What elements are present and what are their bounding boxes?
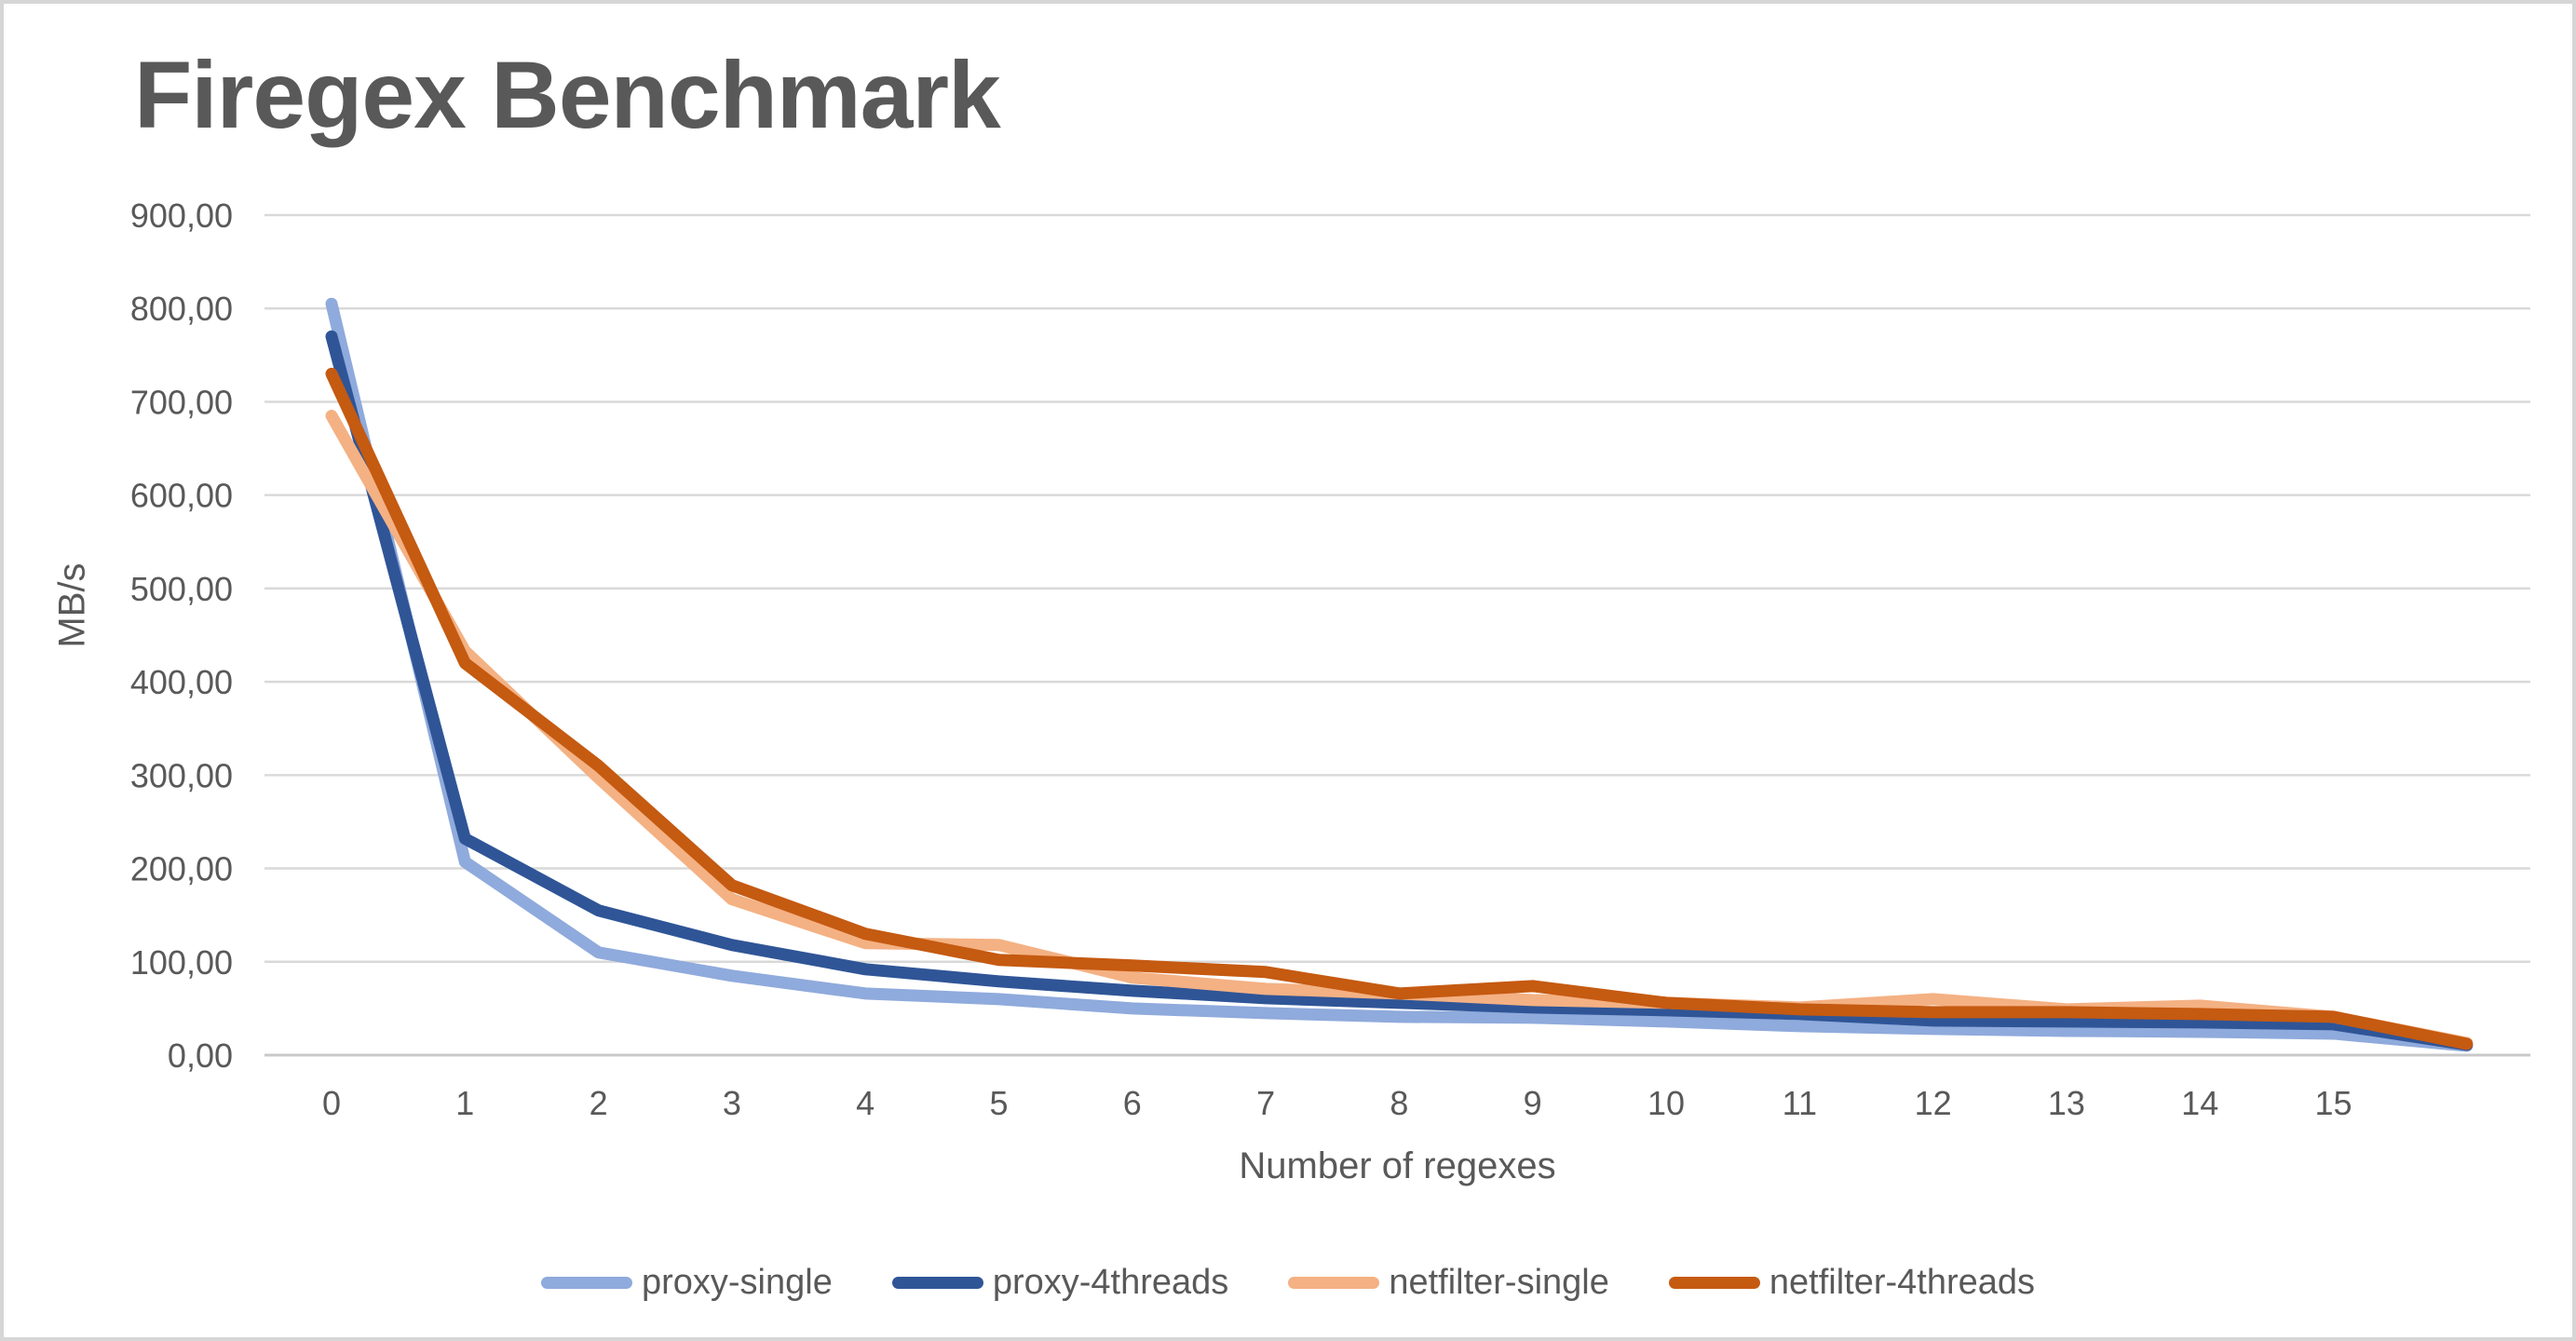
- x-tick-label: 5: [989, 1084, 1008, 1122]
- y-tick-label: 200,00: [130, 850, 233, 888]
- x-tick-label: 10: [1647, 1084, 1685, 1122]
- x-axis-title: Number of regexes: [1239, 1145, 1556, 1186]
- legend-swatch-proxy-4threads: [891, 1277, 983, 1289]
- x-tick-label: 13: [2048, 1084, 2085, 1122]
- y-tick-label: 300,00: [130, 756, 233, 794]
- legend-label-netfilter-4threads: netfilter-4threads: [1769, 1263, 2036, 1302]
- x-tick-label: 14: [2181, 1084, 2218, 1122]
- series-line-netfilter-4threads: [325, 367, 2474, 1050]
- y-tick-label: 900,00: [130, 196, 233, 235]
- plot-area: 0,00 100,00 200,00 300,00 400,00 500,00 600,00…: [130, 196, 2530, 1122]
- x-tick-label: 2: [590, 1084, 608, 1122]
- y-tick-label: 400,00: [130, 663, 233, 701]
- x-tick-label: 11: [1783, 1084, 1817, 1122]
- legend: proxy-single proxy-4threads netfilter-si…: [4, 1263, 2572, 1303]
- legend-swatch-proxy-single: [540, 1277, 632, 1289]
- x-tick-label: 0: [322, 1084, 341, 1122]
- x-tick-label: 6: [1123, 1084, 1142, 1122]
- legend-item-proxy-single: proxy-single: [540, 1263, 833, 1303]
- legend-label-proxy-4threads: proxy-4threads: [992, 1263, 1229, 1302]
- legend-item-proxy-4threads: proxy-4threads: [891, 1263, 1229, 1303]
- y-tick-label: 0,00: [168, 1036, 233, 1075]
- legend-item-netfilter-single: netfilter-single: [1288, 1263, 1609, 1303]
- legend-swatch-netfilter-4threads: [1668, 1277, 1760, 1289]
- y-tick-label: 100,00: [130, 943, 233, 982]
- x-tick-label: 1: [455, 1084, 474, 1122]
- series-line-netfilter-single: [325, 409, 2474, 1050]
- x-tick-label: 4: [856, 1084, 874, 1122]
- y-tick-label: 800,00: [130, 290, 233, 328]
- x-tick-label: 15: [2314, 1084, 2352, 1122]
- x-tick-label: 8: [1390, 1084, 1408, 1122]
- x-tick-label: 3: [723, 1084, 741, 1122]
- chart-title: Firegex Benchmark: [134, 42, 1001, 148]
- y-tick-label: 500,00: [130, 570, 233, 608]
- x-tick-label: 12: [1915, 1084, 1952, 1122]
- legend-label-proxy-single: proxy-single: [641, 1263, 833, 1302]
- series-line-proxy-4threads: [325, 330, 2474, 1051]
- x-tick-label: 7: [1256, 1084, 1275, 1122]
- y-tick-label: 600,00: [130, 477, 233, 515]
- y-tick-label: 700,00: [130, 383, 233, 421]
- x-tick-label: 9: [1524, 1084, 1542, 1122]
- series-line-proxy-single: [325, 297, 2474, 1052]
- legend-label-netfilter-single: netfilter-single: [1389, 1263, 1609, 1302]
- legend-swatch-netfilter-single: [1288, 1277, 1380, 1289]
- legend-item-netfilter-4threads: netfilter-4threads: [1668, 1263, 2036, 1303]
